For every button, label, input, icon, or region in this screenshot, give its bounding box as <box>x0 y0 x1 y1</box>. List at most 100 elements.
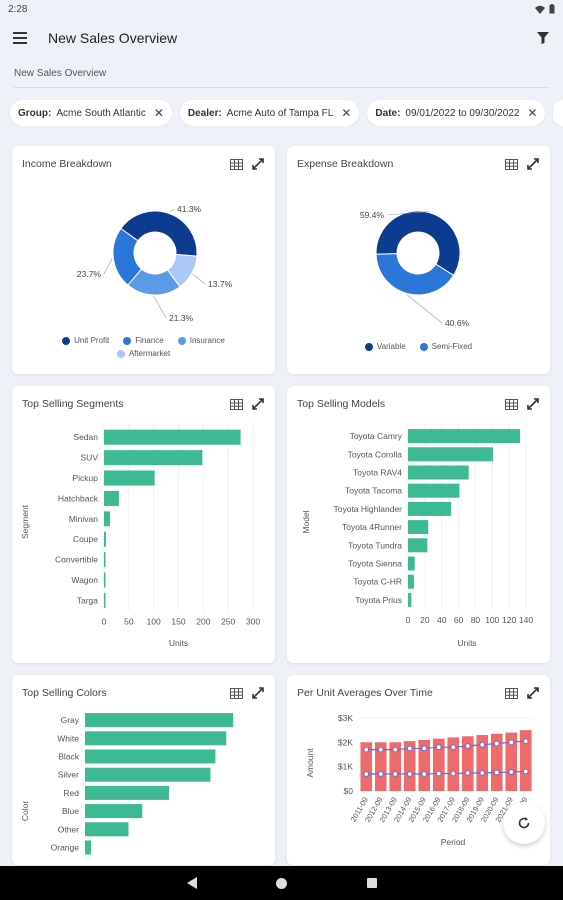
back-button[interactable] <box>182 873 202 893</box>
data-point <box>363 746 370 753</box>
filter-chip-more[interactable] <box>553 100 563 126</box>
recents-button[interactable] <box>362 873 382 893</box>
tick-label: 80 <box>471 615 481 625</box>
bar <box>104 552 106 568</box>
filter-chip-dealer[interactable]: Dealer: Acme Auto of Tampa FL ✕ <box>179 100 360 126</box>
category-label: Toyota Sienna <box>348 559 402 569</box>
donut-slice <box>120 210 198 257</box>
bar <box>85 822 129 837</box>
table-view-icon[interactable] <box>504 397 518 411</box>
y-axis-label: Color <box>20 801 30 821</box>
data-point <box>450 744 457 751</box>
data-point <box>522 738 529 745</box>
tick-label: 150 <box>171 617 185 627</box>
bar <box>85 840 91 855</box>
battery-icon <box>549 4 555 14</box>
app-bar: New Sales Overview <box>0 18 563 58</box>
tick-label: $2K <box>338 737 353 747</box>
category-label: Toyota 4Runner <box>342 522 402 532</box>
chip-value: Acme South Atlantic <box>56 107 146 119</box>
chip-key: Dealer: <box>187 107 222 119</box>
bar <box>85 785 169 800</box>
bar <box>104 592 106 608</box>
bar <box>519 730 532 791</box>
bar <box>85 767 211 782</box>
bar <box>408 501 451 516</box>
bar <box>505 732 518 791</box>
bar <box>461 736 474 791</box>
bar <box>85 731 227 746</box>
bar <box>104 490 119 506</box>
card-title: Top Selling Segments <box>22 398 124 410</box>
data-point <box>464 770 471 776</box>
data-point <box>406 745 413 752</box>
top-selling-colors-card: Top Selling Colors Gray White Black Silver R… <box>12 675 275 865</box>
bar <box>476 735 489 791</box>
category-label: Toyota Tacoma <box>345 486 402 496</box>
bar <box>408 483 460 498</box>
bar <box>408 429 521 444</box>
tick-label: 250 <box>221 617 235 627</box>
leader-line <box>192 273 206 285</box>
close-icon[interactable]: ✕ <box>341 106 352 120</box>
data-point <box>421 745 428 752</box>
expand-icon[interactable] <box>251 397 265 411</box>
tick-label: 60 <box>454 615 464 625</box>
expand-icon[interactable] <box>251 686 265 700</box>
category-label: Convertible <box>55 555 98 565</box>
card-title: Per Unit Averages Over Time <box>297 687 433 699</box>
y-axis-label: Model <box>301 510 311 533</box>
menu-button[interactable] <box>10 28 30 48</box>
data-point <box>421 771 428 777</box>
bar <box>408 447 494 462</box>
category-label: SUV <box>81 453 99 463</box>
close-icon[interactable]: ✕ <box>527 106 538 120</box>
app-title: New Sales Overview <box>48 30 178 46</box>
bar <box>408 556 415 571</box>
bar <box>408 520 429 535</box>
x-axis-label: Units <box>457 638 476 648</box>
slice-label: 13.7% <box>208 279 233 289</box>
table-view-icon[interactable] <box>504 157 518 171</box>
income-donut-chart: 41.3% 13.7% 21.3% 23.7% <box>77 204 233 323</box>
category-label: Toyota Highlander <box>333 504 402 514</box>
refresh-button[interactable] <box>503 802 545 844</box>
top-selling-models-card: Top Selling Models 0 20 40 60 80 100 120 140 Toy… <box>287 386 550 663</box>
filter-button[interactable] <box>533 28 553 48</box>
bar <box>85 804 143 819</box>
expense-donut-chart: 59.4% 40.6% <box>360 210 470 328</box>
tick-label: 40 <box>437 615 447 625</box>
data-point <box>493 769 500 776</box>
expand-icon[interactable] <box>526 686 540 700</box>
filter-chip-group[interactable]: Group: Acme South Atlantic ✕ <box>10 100 172 126</box>
expand-icon[interactable] <box>526 157 540 171</box>
category-label: Toyota Camry <box>350 431 403 441</box>
table-view-icon[interactable] <box>229 157 243 171</box>
data-point <box>493 740 500 747</box>
chip-key: Group: <box>18 107 52 119</box>
table-view-icon[interactable] <box>229 686 243 700</box>
card-title: Top Selling Models <box>297 398 386 410</box>
x-axis-label: Period <box>441 837 466 847</box>
bar <box>389 742 402 791</box>
table-view-icon[interactable] <box>504 686 518 700</box>
back-icon <box>186 877 197 889</box>
bar <box>85 713 234 728</box>
bar <box>490 733 503 791</box>
recents-icon <box>366 878 377 888</box>
home-button[interactable] <box>272 873 292 893</box>
bar <box>85 749 216 764</box>
slice-label: 41.3% <box>177 204 202 214</box>
x-axis-label: Units <box>169 638 188 648</box>
expand-icon[interactable] <box>251 157 265 171</box>
card-title: Expense Breakdown <box>297 158 394 170</box>
table-view-icon[interactable] <box>229 397 243 411</box>
close-icon[interactable]: ✕ <box>153 106 164 120</box>
filter-chip-date[interactable]: Date: 09/01/2022 to 09/30/2022 ✕ <box>367 100 546 126</box>
bar <box>408 538 428 553</box>
tick-label: 100 <box>485 615 499 625</box>
bar <box>447 737 460 791</box>
expand-icon[interactable] <box>526 397 540 411</box>
tick-label: 120 <box>502 615 516 625</box>
status-bar: 2:28 <box>0 0 563 18</box>
